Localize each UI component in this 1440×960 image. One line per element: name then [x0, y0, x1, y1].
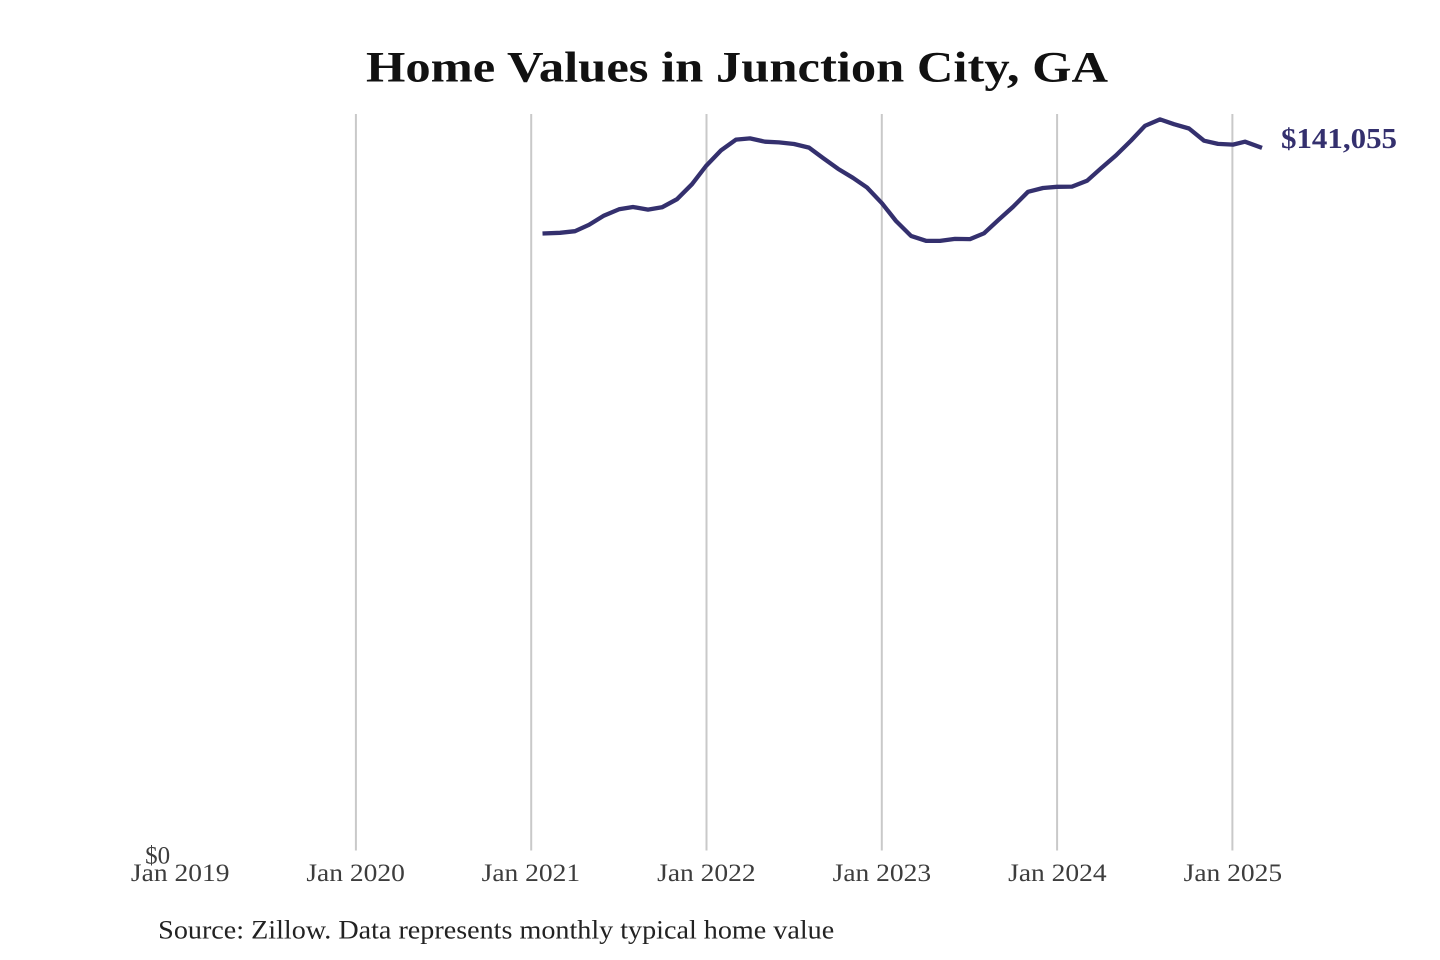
svg-text:Jan 2020: Jan 2020: [306, 860, 405, 887]
svg-text:Jan 2024: Jan 2024: [1008, 860, 1107, 887]
svg-text:Home Values in Junction City,: Home Values in Junction City, GA: [366, 45, 1108, 92]
svg-text:Jan 2022: Jan 2022: [657, 860, 756, 887]
svg-text:Jan 2019: Jan 2019: [131, 860, 230, 887]
svg-text:Jan 2023: Jan 2023: [833, 860, 932, 887]
svg-text:Jan 2025: Jan 2025: [1184, 860, 1283, 887]
svg-text:Source: Zillow. Data represent: Source: Zillow. Data represents monthly …: [158, 916, 834, 945]
svg-text:$141,055: $141,055: [1281, 123, 1397, 155]
svg-text:Jan 2021: Jan 2021: [482, 860, 581, 887]
svg-text:$0: $0: [145, 843, 170, 870]
